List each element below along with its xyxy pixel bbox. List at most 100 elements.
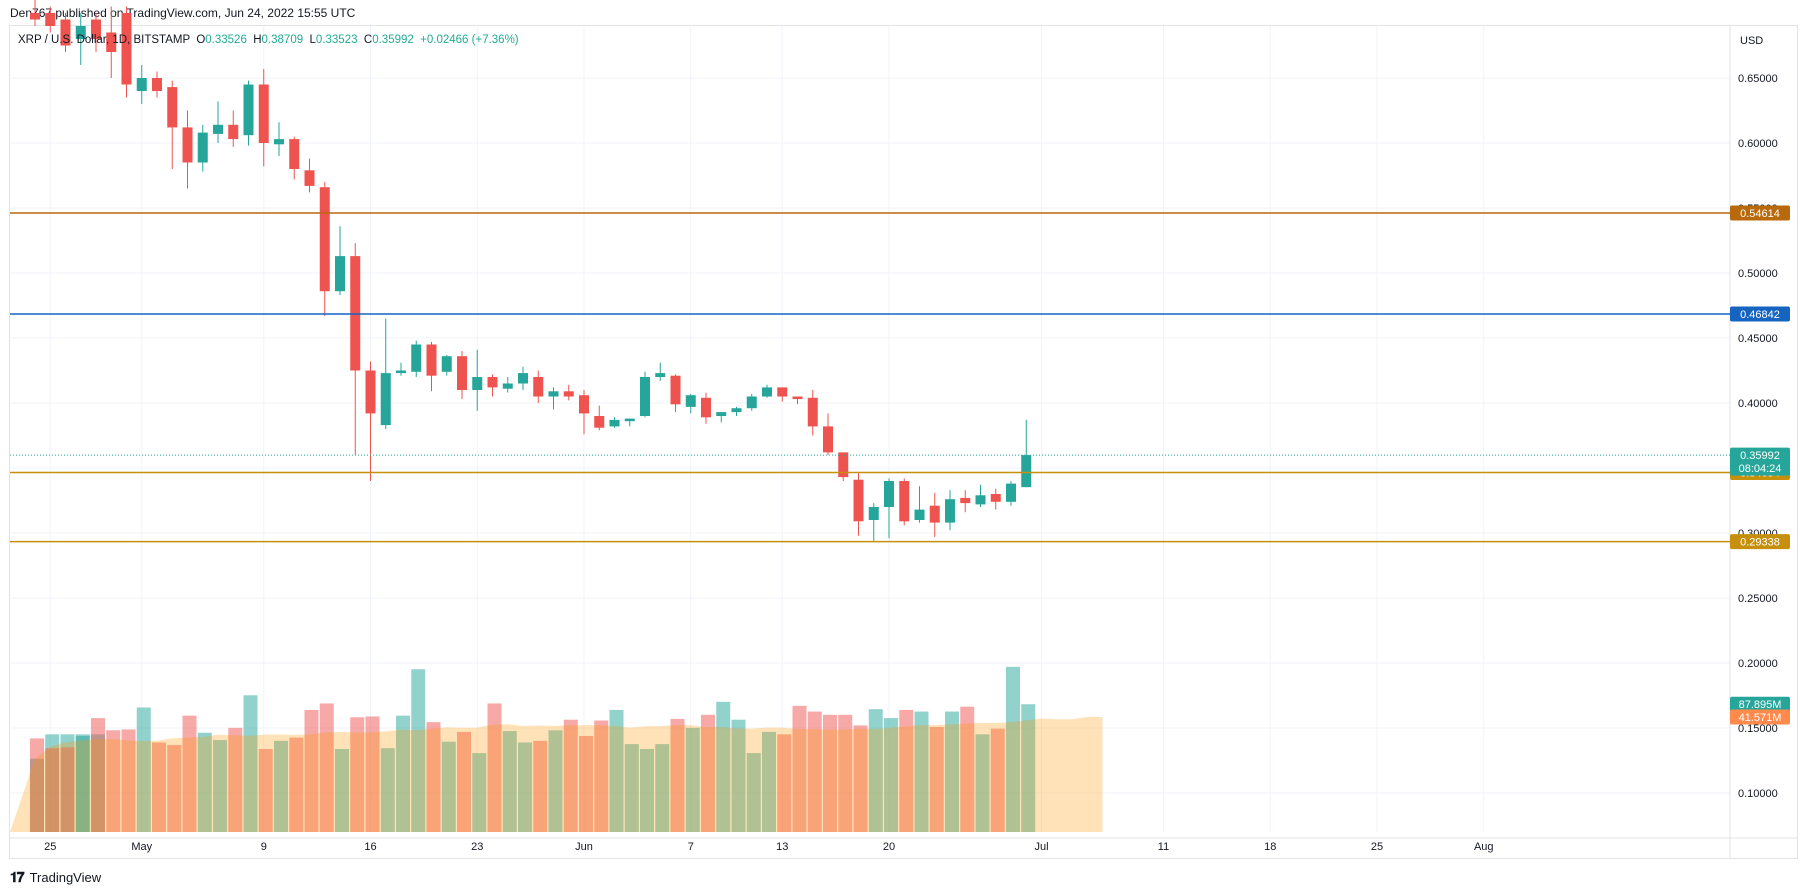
candle-body[interactable]	[106, 32, 117, 53]
candle-body[interactable]	[91, 19, 101, 40]
volume-bar	[701, 714, 715, 832]
volume-bar	[289, 737, 304, 832]
volume-last-tag	[1730, 696, 1790, 712]
volume-bar	[823, 714, 837, 832]
volume-ma-tag	[1730, 709, 1790, 725]
candle-body[interactable]	[792, 396, 803, 400]
candle-body[interactable]	[685, 395, 696, 407]
candle-body[interactable]	[335, 256, 345, 292]
candle-body[interactable]	[1021, 455, 1032, 488]
candle-body[interactable]	[853, 479, 864, 522]
candle-body[interactable]	[731, 408, 742, 413]
volume-bar	[396, 715, 410, 832]
candle-body[interactable]	[258, 84, 269, 144]
candle-body[interactable]	[823, 426, 833, 453]
candle-body[interactable]	[121, 13, 132, 85]
candle-body[interactable]	[274, 139, 284, 145]
candle-body[interactable]	[777, 387, 788, 397]
candle-body[interactable]	[609, 419, 620, 427]
time-tick-label: 13	[776, 841, 788, 853]
volume-bar	[594, 720, 609, 832]
candle-body[interactable]	[807, 397, 818, 427]
volume-ma-area	[10, 716, 1103, 832]
price-axis-currency[interactable]: USD	[1740, 35, 1764, 47]
last-price-tag	[1730, 447, 1790, 476]
candle-body[interactable]	[670, 375, 681, 405]
candle-body[interactable]	[426, 344, 437, 376]
candle-body[interactable]	[640, 377, 650, 416]
volume-bar	[884, 718, 898, 832]
volume-bar	[426, 722, 441, 832]
candle-body[interactable]	[319, 187, 330, 292]
candle-body[interactable]	[533, 377, 544, 397]
candle-body[interactable]	[350, 256, 361, 371]
volume-bar	[807, 711, 822, 832]
candle-body[interactable]	[457, 356, 467, 390]
level-price-label: 0.29338	[1740, 537, 1780, 549]
candle-body[interactable]	[929, 505, 940, 523]
candle-body[interactable]	[396, 370, 406, 374]
volume-bar	[350, 717, 365, 832]
candle-body[interactable]	[579, 395, 589, 414]
volume-bar	[929, 727, 944, 832]
volume-bar	[518, 742, 532, 832]
candle-body[interactable]	[838, 452, 849, 478]
volume-bar	[899, 709, 914, 832]
candle-body[interactable]	[624, 418, 635, 422]
candle-body[interactable]	[914, 509, 925, 520]
candle-body[interactable]	[655, 373, 666, 377]
candle-body[interactable]	[868, 507, 879, 520]
candle-body[interactable]	[701, 397, 711, 418]
candle-body[interactable]	[960, 497, 971, 504]
candle-body[interactable]	[975, 495, 986, 505]
candle-body[interactable]	[746, 396, 757, 409]
price-tick-label: 0.50000	[1738, 268, 1778, 280]
candle-body[interactable]	[213, 124, 223, 134]
candle-body[interactable]	[762, 387, 772, 397]
candle-body[interactable]	[182, 127, 193, 163]
candle-body[interactable]	[60, 19, 71, 46]
candle-body[interactable]	[884, 481, 894, 507]
candle-body[interactable]	[365, 370, 376, 414]
volume-bar	[335, 748, 349, 832]
time-tick-label: 7	[688, 841, 694, 853]
close-label: C	[363, 34, 373, 46]
candle-body[interactable]	[75, 26, 86, 39]
candle-body[interactable]	[487, 377, 498, 388]
candle-body[interactable]	[548, 391, 559, 397]
candle-body[interactable]	[228, 124, 239, 140]
candle-body[interactable]	[136, 78, 147, 91]
volume-ma-label: 41.571M	[1739, 712, 1782, 724]
candle-body[interactable]	[594, 416, 605, 428]
time-tick-label: 11	[1158, 841, 1169, 853]
candle-body[interactable]	[380, 373, 391, 426]
symbol-title[interactable]: XRP / U.S. Dollar, 1D, BITSTAMP	[18, 34, 190, 46]
candle-body[interactable]	[563, 391, 574, 397]
candle-body[interactable]	[197, 132, 208, 163]
candle-body[interactable]	[1006, 483, 1016, 502]
candle-body[interactable]	[304, 170, 315, 186]
price-tick-label: 0.10000	[1738, 788, 1778, 800]
candle-body[interactable]	[945, 499, 955, 523]
candle-body[interactable]	[518, 373, 528, 384]
candle-body[interactable]	[289, 139, 300, 169]
candle-body[interactable]	[441, 356, 452, 372]
candle-body[interactable]	[30, 13, 40, 20]
candle-body[interactable]	[167, 87, 178, 128]
volume-bar	[274, 740, 288, 832]
volume-bar	[136, 707, 151, 832]
candle-body[interactable]	[45, 13, 56, 26]
footer-branding: 𝟏𝟕 TradingView	[10, 869, 101, 886]
candle-body[interactable]	[152, 78, 162, 91]
candle-body[interactable]	[899, 481, 910, 522]
candle-body[interactable]	[502, 383, 513, 389]
candle-body[interactable]	[990, 494, 1001, 502]
price-tick-label: 0.60000	[1738, 138, 1778, 150]
volume-bar	[182, 715, 197, 832]
volume-bar	[609, 709, 624, 832]
candle-body[interactable]	[472, 377, 483, 390]
candle-body[interactable]	[411, 344, 422, 372]
candle-body[interactable]	[243, 84, 254, 136]
candle-body[interactable]	[716, 412, 727, 416]
